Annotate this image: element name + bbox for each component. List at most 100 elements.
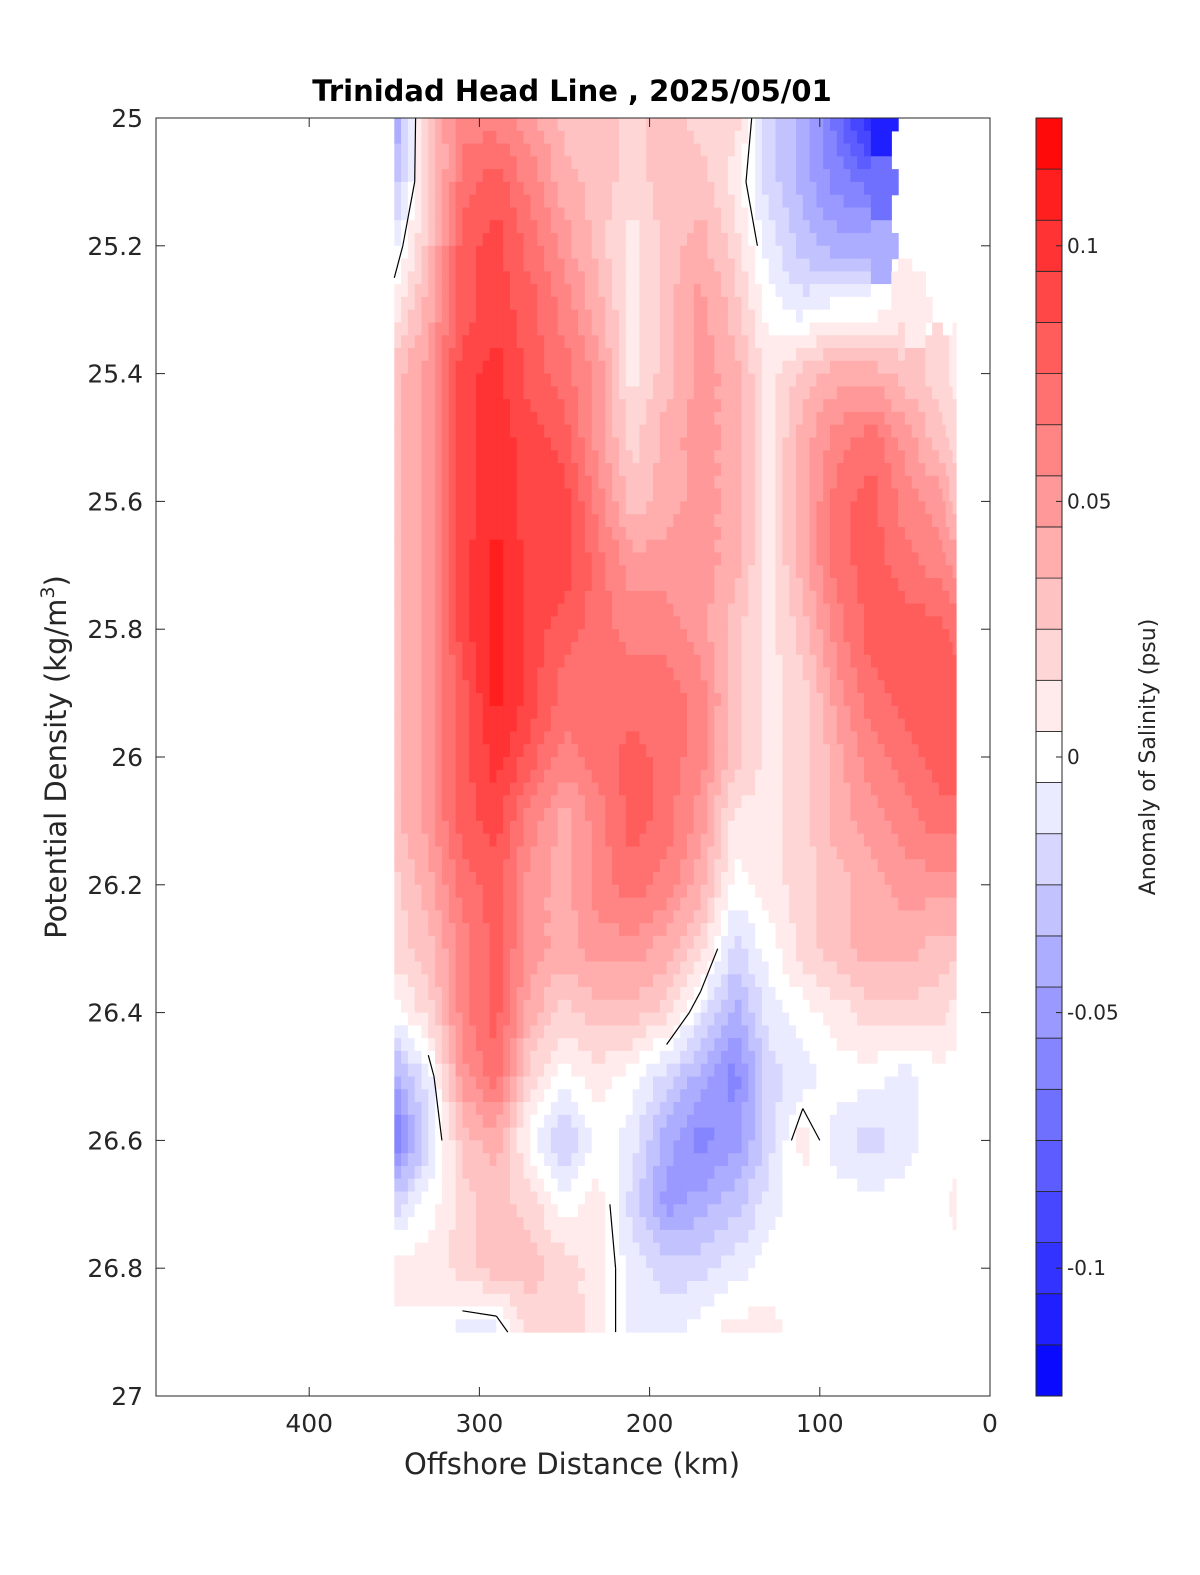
heatmap-cell — [612, 399, 620, 413]
heatmap-cell — [564, 833, 572, 848]
heatmap-cell — [734, 642, 743, 656]
heatmap-cell — [469, 245, 477, 260]
heatmap-cell — [796, 130, 804, 145]
heatmap-cell — [462, 910, 470, 924]
heatmap-cell — [755, 360, 763, 375]
heatmap-cell — [680, 578, 688, 592]
heatmap-cell — [843, 590, 851, 605]
heatmap-cell — [462, 897, 470, 911]
heatmap-cell — [455, 309, 463, 324]
heatmap-cell — [864, 565, 872, 579]
heatmap-cell — [544, 181, 552, 196]
heatmap-cell — [523, 629, 531, 643]
heatmap-cell — [857, 603, 865, 617]
heatmap-cell — [578, 718, 586, 733]
heatmap-cell — [918, 386, 926, 400]
heatmap-cell — [550, 539, 559, 554]
heatmap-cell — [945, 705, 950, 720]
heatmap-cell — [455, 629, 463, 643]
heatmap-cell — [469, 539, 477, 554]
heatmap-cell — [864, 118, 872, 132]
heatmap-cell — [435, 130, 443, 145]
heatmap-cell — [632, 118, 640, 132]
heatmap-cell — [448, 616, 457, 630]
heatmap-cell — [428, 118, 436, 132]
heatmap-cell — [700, 744, 709, 758]
heatmap-cell — [843, 348, 851, 362]
heatmap-cell — [700, 578, 709, 592]
heatmap-cell — [523, 437, 531, 451]
heatmap-cell — [727, 424, 736, 439]
heatmap-cell — [571, 245, 579, 260]
heatmap-cell — [802, 488, 811, 502]
heatmap-cell — [823, 463, 831, 477]
heatmap-cell — [809, 501, 817, 515]
heatmap-cell — [401, 373, 409, 387]
heatmap-cell — [884, 629, 892, 643]
heatmap-cell — [578, 309, 586, 324]
heatmap-cell — [850, 578, 858, 592]
heatmap-cell — [693, 552, 702, 566]
heatmap-cell — [469, 642, 477, 656]
heatmap-cell — [700, 296, 709, 311]
heatmap-cell — [632, 578, 640, 592]
heatmap-cell — [748, 820, 756, 835]
heatmap-cell — [666, 744, 674, 758]
heatmap-cell — [510, 718, 518, 733]
heatmap-cell — [823, 859, 831, 873]
heatmap-cell — [435, 399, 443, 413]
heatmap-cell — [857, 565, 865, 579]
heatmap-cell — [394, 590, 402, 605]
heatmap-cell — [693, 463, 702, 477]
heatmap-cell — [952, 373, 957, 387]
heatmap-cell — [646, 181, 654, 196]
heatmap-cell — [714, 578, 722, 592]
heatmap-cell — [836, 705, 845, 720]
heatmap-cell — [782, 348, 790, 362]
heatmap-cell — [489, 373, 497, 387]
heatmap-cell — [619, 667, 627, 681]
heatmap-cell — [707, 335, 715, 349]
heatmap-cell — [455, 450, 463, 464]
heatmap-cell — [734, 258, 743, 272]
heatmap-cell — [414, 245, 423, 260]
heatmap-cell — [945, 488, 950, 502]
heatmap-cell — [523, 424, 531, 439]
heatmap-cell — [877, 181, 886, 196]
heatmap-cell — [789, 335, 797, 349]
heatmap-cell — [469, 859, 477, 873]
heatmap-cell — [782, 757, 790, 771]
heatmap-cell — [721, 616, 729, 630]
heatmap-cell — [448, 731, 457, 745]
heatmap-cell — [823, 693, 831, 707]
heatmap-cell — [428, 731, 436, 745]
heatmap-cell — [659, 731, 668, 745]
heatmap-cell — [802, 118, 811, 132]
heatmap-cell — [530, 808, 538, 822]
heatmap-cell — [605, 744, 613, 758]
heatmap-cell — [496, 118, 504, 132]
heatmap-cell — [734, 578, 743, 592]
heatmap-cell — [843, 539, 851, 554]
heatmap-cell — [918, 693, 926, 707]
heatmap-cell — [938, 488, 943, 502]
heatmap-cell — [584, 220, 593, 234]
heatmap-cell — [870, 705, 879, 720]
heatmap-cell — [530, 501, 538, 515]
heatmap-cell — [653, 527, 661, 541]
heatmap-cell — [469, 808, 477, 822]
heatmap-cell — [816, 846, 824, 860]
heatmap-cell — [496, 296, 504, 311]
heatmap-cell — [407, 897, 416, 911]
heatmap-cell — [932, 475, 940, 490]
heatmap-cell — [544, 578, 552, 592]
heatmap-cell — [782, 143, 790, 157]
heatmap-cell — [843, 437, 851, 451]
heatmap-cell — [578, 258, 586, 272]
heatmap-cell — [911, 769, 920, 784]
heatmap-cell — [591, 833, 600, 848]
heatmap-cell — [891, 169, 899, 183]
heatmap-cell — [605, 501, 613, 515]
heatmap-cell — [503, 846, 511, 860]
heatmap-cell — [530, 693, 538, 707]
